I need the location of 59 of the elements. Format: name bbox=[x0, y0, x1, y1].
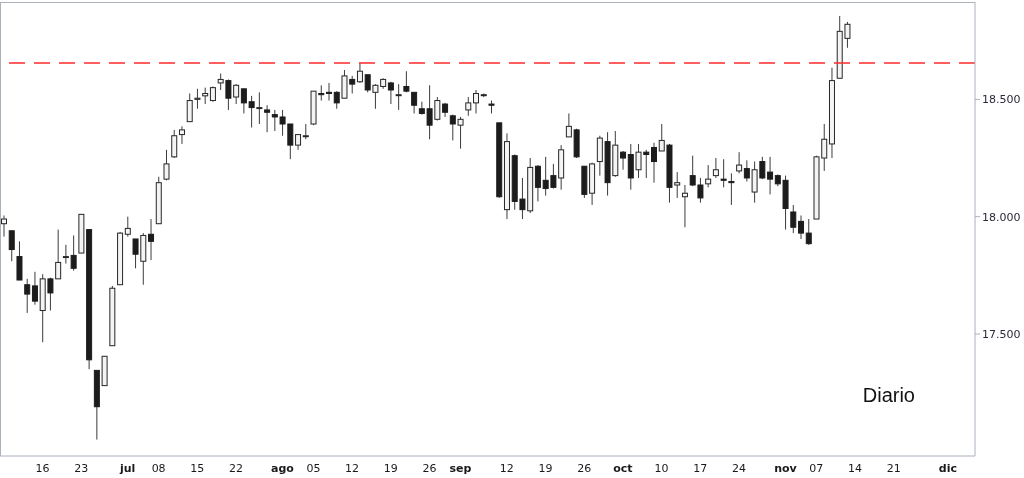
x-tick-label: ago bbox=[271, 461, 295, 475]
x-tick-label: 16 bbox=[35, 461, 50, 475]
candlestick bbox=[720, 158, 727, 188]
candlestick bbox=[767, 156, 774, 195]
x-tick-label: 10 bbox=[654, 461, 669, 475]
x-tick-label: sep bbox=[449, 461, 472, 475]
x-tick-label: 21 bbox=[886, 461, 901, 475]
x-tick-label: 07 bbox=[809, 461, 824, 475]
candlestick bbox=[24, 278, 31, 314]
candlestick bbox=[620, 150, 627, 171]
candlestick bbox=[124, 216, 131, 238]
x-tick-label: 15 bbox=[190, 461, 205, 475]
y-tick-label: 18.500 bbox=[982, 93, 1021, 107]
x-tick-label: 22 bbox=[229, 461, 244, 475]
x-tick-label: 08 bbox=[151, 461, 166, 475]
x-tick-label: oct bbox=[613, 461, 633, 475]
x-tick-label: 19 bbox=[538, 461, 553, 475]
x-tick-label: jul bbox=[118, 461, 136, 475]
candlestick bbox=[798, 215, 805, 240]
candlestick bbox=[705, 164, 712, 188]
candlestick bbox=[805, 218, 812, 246]
candlestick bbox=[651, 142, 657, 184]
x-tick-label: 24 bbox=[731, 461, 746, 475]
x-tick-label: 26 bbox=[422, 461, 437, 475]
candlestick bbox=[16, 240, 23, 281]
candlestick bbox=[264, 104, 271, 133]
candlestick bbox=[728, 172, 735, 206]
candlestick bbox=[473, 89, 480, 114]
x-tick-label: 05 bbox=[306, 461, 321, 475]
x-tick-label: 14 bbox=[848, 461, 863, 475]
x-tick-label: 19 bbox=[383, 461, 398, 475]
x-tick-label: dic bbox=[938, 461, 957, 475]
candlestick bbox=[8, 230, 15, 262]
candlestick bbox=[534, 164, 541, 202]
candlestick bbox=[712, 157, 719, 179]
candlestick bbox=[411, 91, 418, 114]
y-tick-label: 17.500 bbox=[982, 327, 1021, 341]
y-tick-label: 18.000 bbox=[982, 210, 1021, 224]
candlestick bbox=[395, 83, 402, 111]
candlestick bbox=[171, 129, 178, 159]
candlestick bbox=[31, 271, 38, 306]
candlestick bbox=[681, 184, 688, 228]
x-tick-label: 26 bbox=[577, 461, 592, 475]
candlestick bbox=[186, 93, 193, 123]
candlestick bbox=[790, 204, 797, 234]
x-tick-label: 12 bbox=[499, 461, 514, 475]
annotation: Diario bbox=[862, 384, 915, 407]
candlestick bbox=[326, 82, 332, 102]
x-tick-label: 23 bbox=[74, 461, 89, 475]
candlestick bbox=[736, 151, 743, 174]
candlestick bbox=[163, 149, 170, 181]
candlestick bbox=[178, 125, 185, 145]
candlestick bbox=[148, 218, 155, 261]
x-tick-label: 12 bbox=[345, 461, 360, 475]
candlestick bbox=[465, 96, 472, 117]
candlestick bbox=[194, 88, 201, 110]
x-tick-label: nov bbox=[774, 461, 798, 475]
candlestick bbox=[356, 62, 363, 84]
x-tick-label: 17 bbox=[693, 461, 708, 475]
